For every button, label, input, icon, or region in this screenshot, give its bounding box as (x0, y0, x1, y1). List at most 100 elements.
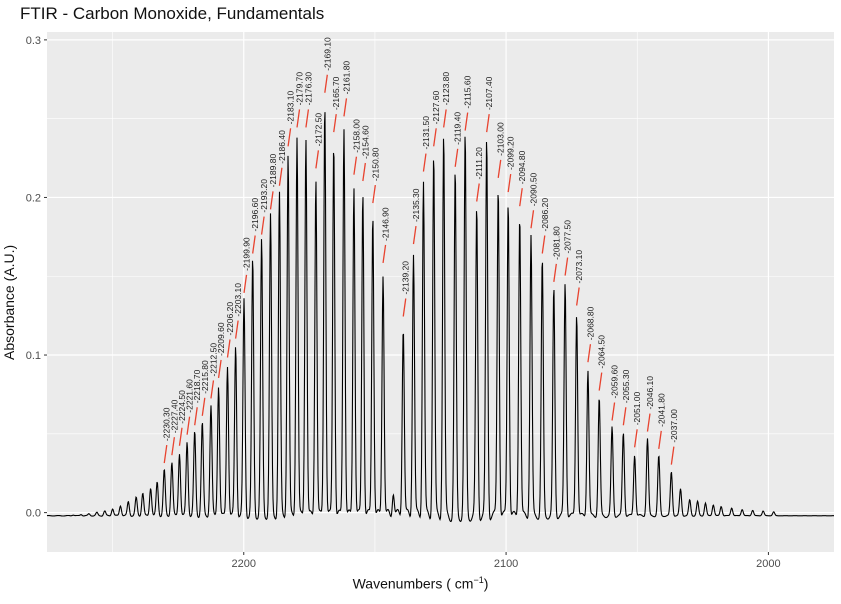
peak-label: -2055.30 (621, 369, 631, 403)
peak-label: -2196.60 (250, 198, 260, 232)
peak-label: -2064.50 (597, 335, 607, 369)
axes: 0.0 0.1 0.2 0.3 2200 2100 2000 (26, 35, 781, 570)
peak-label: -2176.30 (303, 72, 313, 106)
peak-marker (171, 437, 176, 456)
peak-label: -2077.50 (563, 220, 573, 254)
peak-marker (324, 74, 328, 93)
peak-label: -2189.80 (268, 154, 278, 188)
peak-label: -2081.80 (551, 226, 561, 260)
peak-marker (646, 413, 651, 432)
peak-marker (260, 216, 265, 235)
peak-label: -2046.10 (645, 376, 655, 410)
peak-label: -2111.20 (474, 147, 484, 180)
peak-label: -2199.90 (242, 237, 252, 271)
peak-label: -2068.80 (585, 306, 595, 340)
y-tick-label: 0.1 (26, 350, 41, 362)
peak-label: -2099.20 (506, 136, 516, 170)
peak-marker (553, 263, 557, 282)
peak-marker (178, 427, 183, 446)
peak-marker (541, 235, 546, 254)
peak-marker (611, 402, 616, 421)
peak-label: -2221.60 (185, 379, 195, 413)
y-tick-label: 0.0 (26, 508, 41, 520)
peak-marker (287, 128, 292, 147)
peak-label: -2051.00 (632, 391, 642, 425)
peak-marker (476, 183, 480, 202)
peak-label: -2218.70 (192, 369, 202, 403)
peak-label: -2086.20 (540, 198, 550, 232)
peak-marker (382, 244, 387, 264)
peak-marker (633, 429, 638, 448)
spectrum-line (46, 112, 834, 523)
chart-title: FTIR - Carbon Monoxide, Fundamentals (20, 4, 325, 23)
peak-label: -2041.80 (656, 393, 666, 427)
peak-labels: -2230.30-2227.40-2224.50-2221.60-2218.70… (162, 37, 679, 443)
peak-label: -2107.40 (484, 76, 494, 110)
peak-label: -2127.60 (431, 91, 441, 125)
peak-marker (402, 298, 407, 317)
peak-marker (497, 159, 502, 178)
peak-marker (464, 112, 469, 131)
peak-label: -2165.70 (331, 76, 341, 110)
x-axis-label-text: Wavenumbers ( cm (352, 575, 474, 592)
peak-label: -2094.80 (517, 150, 527, 184)
peak-marker (210, 380, 215, 399)
peak-label: -2169.10 (322, 37, 332, 71)
x-axis-label-close: ) (483, 575, 489, 592)
peak-label: -2227.40 (169, 399, 179, 433)
x-tick-label: 2000 (756, 558, 780, 570)
peak-label: -2209.60 (216, 322, 226, 356)
peak-label: -2224.50 (177, 390, 187, 424)
peak-label: -2131.50 (421, 116, 431, 150)
peak-marker (412, 225, 417, 245)
peak-marker (564, 257, 569, 276)
peak-marker (217, 359, 222, 379)
peak-marker (163, 444, 168, 464)
peak-label: -2103.00 (496, 122, 506, 156)
peak-marker (226, 339, 231, 358)
peak-marker (530, 210, 535, 229)
peak-marker (576, 287, 580, 306)
peak-label: -2139.20 (401, 261, 411, 295)
peak-label: -2146.90 (381, 207, 391, 241)
peak-label: -2123.80 (441, 72, 451, 106)
peak-marker (454, 148, 459, 167)
x-axis-label: Wavenumbers ( cm−1) (0, 575, 841, 592)
peak-marker (269, 191, 274, 210)
y-tick-label: 0.3 (26, 35, 41, 47)
peak-marker (486, 114, 490, 133)
peak-marker (362, 162, 366, 182)
peak-label: -2037.00 (669, 409, 679, 443)
peak-label: -2150.80 (370, 147, 380, 181)
peak-label: -2183.10 (286, 91, 296, 125)
peak-marker (587, 344, 592, 363)
peak-marker (433, 128, 437, 147)
peak-marker (443, 109, 447, 128)
peak-marker (243, 274, 248, 293)
peak-marker (658, 430, 662, 449)
x-axis-label-superscript: −1 (473, 575, 484, 585)
peak-label: -2119.40 (453, 112, 463, 145)
peak-marker (507, 173, 512, 193)
peak-label: -2059.60 (610, 365, 620, 399)
peak-marker (519, 188, 523, 207)
peak-label: -2186.40 (277, 130, 287, 164)
peak-label: -2230.30 (162, 407, 172, 441)
y-tick-label: 0.2 (26, 192, 41, 204)
peak-marker (201, 397, 206, 416)
peak-label: -2158.00 (351, 119, 361, 153)
peak-label: -2179.70 (295, 72, 305, 106)
x-tick-label: 2200 (232, 558, 256, 570)
peak-marker (296, 109, 301, 128)
peak-marker (372, 184, 376, 204)
peak-marker (234, 320, 239, 339)
peak-marker (670, 446, 675, 465)
peak-marker (333, 114, 337, 133)
peak-label: -2193.20 (259, 179, 269, 213)
peak-marker (278, 167, 283, 186)
peak-label: -2161.80 (341, 61, 351, 95)
peak-marker (305, 109, 310, 128)
peak-markers (163, 74, 675, 465)
peak-label: -2135.30 (411, 188, 421, 222)
